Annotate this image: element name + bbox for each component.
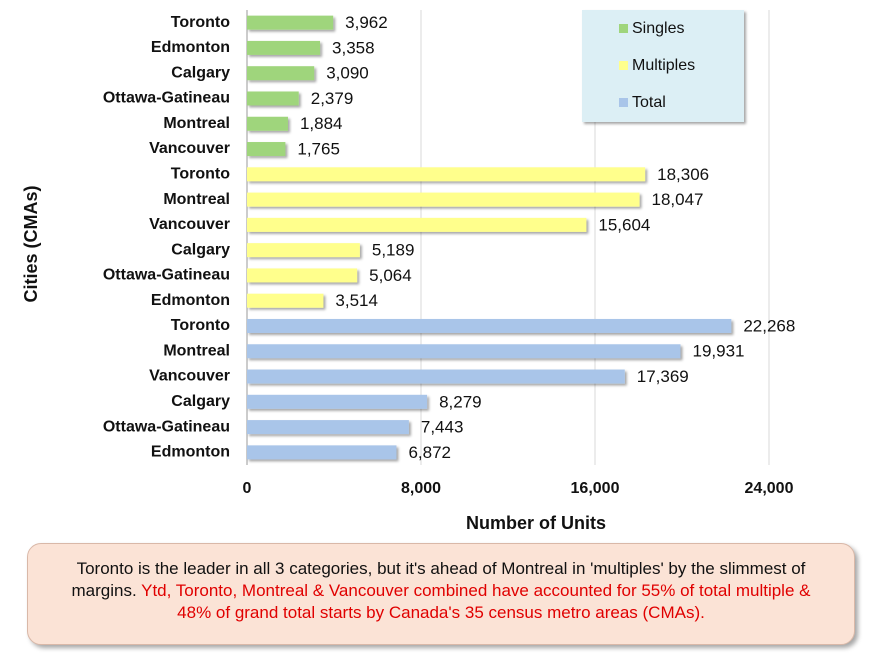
data-label: 22,268 [743,316,795,335]
x-tick-label: 8,000 [401,480,441,497]
y-tick-label: Calgary [171,241,230,258]
legend-label: Multiples [632,57,695,74]
y-tick-label: Montreal [163,115,230,132]
x-tick-label: 16,000 [571,480,620,497]
y-tick-label: Ottawa-Gatineau [103,418,230,435]
annotation-box: Toronto is the leader in all 3 categorie… [27,543,855,645]
y-tick-label: Montreal [163,342,230,359]
bar [247,243,360,258]
x-tick-label: 0 [243,480,252,497]
bar [247,344,681,359]
y-tick-label: Edmonton [151,292,230,309]
y-tick-label: Vancouver [149,140,230,157]
y-tick-label: Montreal [163,191,230,208]
x-axis-title: Number of Units [466,513,606,533]
chart: Cities (CMAs) Number of Units 0 8,000 16,0… [21,10,795,533]
y-tick-label: Toronto [171,166,230,183]
data-label: 17,369 [637,367,689,386]
bar [247,66,315,81]
legend-label: Total [632,94,666,111]
data-label: 3,514 [335,291,378,310]
legend-swatch [619,24,628,33]
x-tick-label: 24,000 [745,480,794,497]
y-tick-label: Toronto [171,317,230,334]
data-label: 1,884 [300,114,343,133]
y-tick-label: Ottawa-Gatineau [103,90,230,107]
y-tick-label: Edmonton [151,444,230,461]
legend-label: Singles [632,20,684,37]
y-axis-title: Cities (CMAs) [21,185,41,302]
data-label: 6,872 [408,443,451,462]
data-label: 3,090 [326,64,369,83]
data-label: 18,047 [652,190,704,209]
data-label: 1,765 [297,140,340,159]
y-tick-label: Vancouver [149,216,230,233]
bar [247,369,625,384]
bar [247,192,640,207]
data-label: 15,604 [598,215,650,234]
data-label: 3,962 [345,13,388,32]
y-tick-label: Vancouver [149,368,230,385]
legend-box [582,10,744,122]
y-tick-label: Calgary [171,64,230,81]
bar [247,15,334,30]
bar [247,142,286,157]
bar [247,268,358,283]
bar [247,318,732,333]
bar [247,91,299,106]
data-label: 5,189 [372,241,415,260]
data-label: 8,279 [439,392,482,411]
bar [247,293,324,308]
bar [247,116,288,131]
y-tick-label: Edmonton [151,39,230,56]
data-label: 18,306 [657,165,709,184]
bar [247,394,428,409]
data-label: 3,358 [332,38,375,57]
y-tick-label: Ottawa-Gatineau [103,267,230,284]
y-tick-label: Toronto [171,14,230,31]
legend-swatch [619,98,628,107]
legend-swatch [619,61,628,70]
annotation-text: Toronto is the leader in all 3 categorie… [71,559,806,600]
bar [247,445,397,460]
y-tick-label: Calgary [171,393,230,410]
bar [247,217,587,232]
bar [247,40,321,55]
data-label: 19,931 [692,342,744,361]
data-label: 2,379 [311,89,354,108]
bar [247,167,646,182]
data-label: 5,064 [369,266,412,285]
annotation-highlight: Ytd, Toronto, Montreal & Vancouver combi… [141,581,811,622]
bar [247,420,409,435]
data-label: 7,443 [421,418,464,437]
